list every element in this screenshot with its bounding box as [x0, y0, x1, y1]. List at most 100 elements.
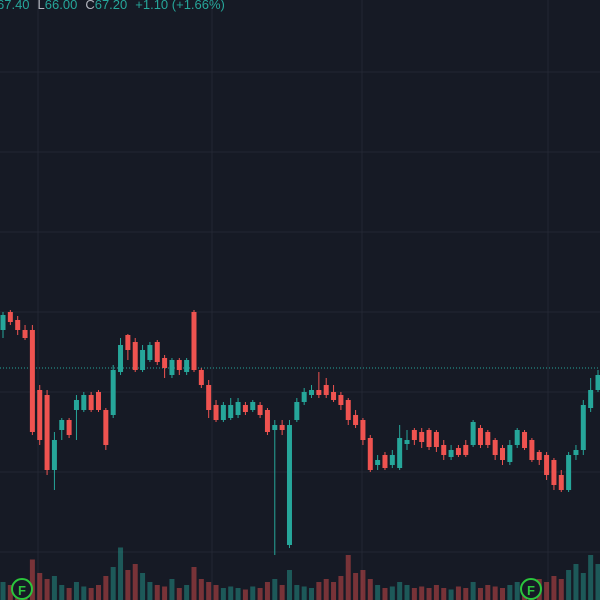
volume-bar: [88, 588, 94, 600]
volume-bar: [73, 582, 79, 600]
volume-bar: [140, 573, 146, 600]
candle-body: [411, 430, 417, 440]
candle-body: [162, 358, 168, 368]
volume-bar: [507, 585, 513, 600]
volume-bar: [558, 579, 564, 600]
volume-bar: [132, 564, 138, 600]
volume-bar: [397, 582, 403, 600]
candle-body: [125, 335, 131, 350]
volume-bar: [37, 573, 43, 600]
event-marker[interactable]: F: [11, 578, 33, 600]
candle-body: [147, 345, 153, 360]
candle-body: [73, 400, 79, 410]
candle-body: [22, 330, 28, 338]
candle-body: [551, 460, 557, 485]
volume-bar: [463, 588, 469, 600]
candle-body: [250, 402, 256, 410]
candle-body: [345, 400, 351, 420]
candle-body: [257, 405, 263, 415]
volume-bar: [419, 586, 425, 600]
candle-body: [242, 405, 248, 412]
candle-body: [140, 350, 146, 370]
volume-bar: [544, 582, 550, 600]
candle-body: [176, 360, 182, 370]
candle-body: [264, 410, 270, 432]
volume-bar: [44, 579, 50, 600]
volume-bar: [206, 582, 212, 600]
candle-body: [316, 390, 322, 395]
volume-bar: [66, 588, 72, 600]
volume-bar: [250, 586, 256, 600]
volume-bar: [500, 588, 506, 600]
volume-bar: [125, 570, 131, 600]
candle-body: [595, 375, 600, 390]
volume-bar: [477, 588, 483, 600]
volume-bar: [404, 585, 410, 600]
candle-body: [566, 455, 572, 490]
volume-bar: [169, 579, 175, 600]
candle-body: [301, 392, 307, 402]
ohlc-label: L: [37, 0, 45, 12]
ohlc-legend: 67.40 L66.00 C67.20 +1.10 (+1.66%): [0, 0, 225, 12]
ohlc-value: 66.00: [44, 0, 78, 12]
candle-body: [448, 450, 454, 457]
candle-body: [588, 390, 594, 408]
candle-body: [544, 455, 550, 475]
candle-body: [118, 345, 124, 372]
volume-bar: [154, 585, 160, 600]
candle-body: [331, 392, 337, 400]
candle-body: [507, 445, 513, 462]
candle-body: [470, 422, 476, 445]
candle-body: [367, 438, 373, 470]
candle-body: [492, 440, 498, 455]
volume-bar: [220, 588, 226, 600]
volume-bar: [360, 570, 366, 600]
volume-bar: [566, 570, 572, 600]
candle-body: [272, 425, 278, 430]
volume-bar: [345, 555, 351, 600]
volume-bar: [235, 588, 241, 600]
volume-bar: [551, 576, 557, 600]
candle-body: [323, 385, 329, 395]
volume-bar: [228, 586, 234, 600]
candle-body: [500, 448, 506, 460]
volume-bar: [573, 564, 579, 600]
candle-body: [522, 432, 528, 448]
candle-body: [169, 360, 175, 375]
volume-bar: [176, 588, 182, 600]
candle-body: [441, 445, 447, 455]
volume-bar: [353, 573, 359, 600]
candle-body: [529, 440, 535, 460]
candle-body: [433, 432, 439, 447]
volume-bar: [272, 579, 278, 600]
volume-bar: [485, 585, 491, 600]
candle-body: [154, 342, 160, 362]
volume-bar: [389, 586, 395, 600]
candle-body: [375, 460, 381, 465]
volume-bar: [514, 582, 520, 600]
ohlc-change: +1.10 (+1.66%): [135, 0, 225, 12]
candle-body: [132, 342, 138, 370]
volume-bar: [382, 588, 388, 600]
volume-bar: [59, 585, 65, 600]
volume-bar: [198, 579, 204, 600]
candle-body: [573, 450, 579, 455]
vertical-grid: [37, 0, 549, 600]
candle-body: [198, 370, 204, 385]
candle-body: [59, 420, 65, 430]
candle-body: [7, 312, 13, 322]
candle-body: [558, 475, 564, 490]
volume-bar: [426, 588, 432, 600]
volume-bar: [29, 559, 35, 600]
candle-body: [397, 438, 403, 468]
candle-body: [51, 440, 57, 470]
candle-body: [389, 455, 395, 465]
candle-body: [382, 455, 388, 468]
candle-body: [294, 402, 300, 420]
volume-bar: [110, 567, 116, 600]
candle-body: [419, 432, 425, 442]
candle-body: [455, 448, 461, 455]
event-marker[interactable]: F: [520, 578, 542, 600]
candle-body: [220, 405, 226, 420]
